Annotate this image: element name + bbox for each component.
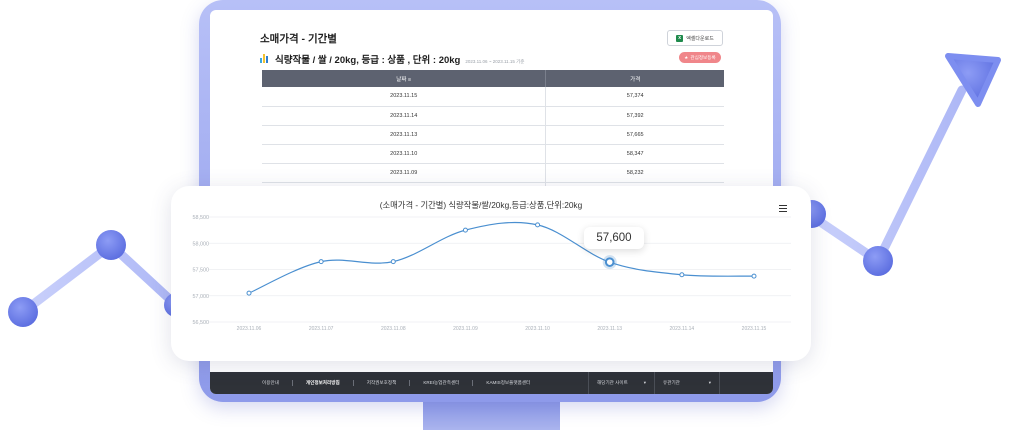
table-row: 2023.11.09 58,232: [262, 163, 724, 183]
data-point: [390, 259, 396, 265]
footer-link-krei[interactable]: KREI농업관측센터: [423, 380, 460, 385]
footer-link-guide[interactable]: 이용안내: [262, 380, 279, 385]
table-row: 2023.11.15 57,374: [262, 87, 724, 107]
chevron-down-icon: ▾: [708, 380, 711, 385]
x-tick-label: 2023.11.10: [525, 326, 550, 332]
x-tick-label: 2023.11.08: [381, 326, 406, 332]
data-point: [462, 227, 468, 233]
footer-divider: [409, 380, 411, 386]
data-point: [535, 222, 541, 228]
org-select[interactable]: 유관기관 ▾: [654, 372, 720, 394]
item-subtitle: 식량작물 / 쌀 / 20kg, 등급 : 상품 , 단위 : 20kg 202…: [260, 52, 524, 66]
footer-divider: [472, 380, 474, 386]
footer-link-kamis[interactable]: KAMIS정보플랫폼센터: [486, 380, 531, 385]
subtitle-text: 식량작물 / 쌀 / 20kg, 등급 : 상품 , 단위 : 20kg: [275, 55, 461, 66]
x-tick-label: 2023.11.13: [597, 326, 622, 332]
site-footer: 이용안내 개인정보처리방침 저작권보호정책 KREI농업관측센터 KAMIS정보…: [210, 372, 773, 394]
chart-tooltip: 57,600: [584, 227, 644, 249]
y-tick-label: 57,000: [193, 294, 210, 300]
star-icon: ★: [684, 54, 689, 60]
excel-download-button[interactable]: x 엑셀다운로드: [667, 30, 723, 46]
chart-card: (소매가격 - 기간별) 식량작물/쌀/20kg,등급:상품,단위:20kg 5…: [171, 186, 811, 361]
cell-date: 2023.11.15: [262, 87, 547, 107]
cell-price: 57,392: [545, 106, 724, 126]
deco-node: [8, 297, 38, 327]
related-sites-select[interactable]: 해당기관 사이트 ▾: [588, 372, 654, 394]
price-table: 날짜 ≡ 가격 2023.11.15 57,374 2023.11.14 57,39…: [262, 70, 724, 202]
cell-price: 57,374: [545, 87, 724, 107]
table-row: 2023.11.14 57,392: [262, 106, 724, 126]
bar-chart-icon: [260, 54, 268, 63]
monitor-stand: [423, 398, 560, 430]
footer-link-copyright[interactable]: 저작권보호정책: [366, 380, 397, 385]
footer-divider: [291, 380, 293, 386]
favorite-button[interactable]: ★ 관심정보등록: [679, 52, 721, 63]
excel-icon: x: [676, 34, 684, 42]
chart-grid: [209, 216, 791, 323]
data-point: [604, 257, 615, 267]
data-point: [751, 273, 757, 279]
cell-price: 58,232: [545, 163, 724, 183]
chart-axis-ticks: 58,500 58,000 57,500 57,000 56,500 2023.11.06…: [193, 215, 767, 332]
y-tick-label: 56,500: [193, 320, 210, 326]
subtitle-range: 2023.11.06 ~ 2023.11.15 기준: [465, 59, 525, 64]
chart-series: [248, 221, 755, 294]
cell-date: 2023.11.09: [262, 163, 547, 183]
x-tick-label: 2023.11.07: [309, 326, 334, 332]
y-tick-label: 58,000: [193, 241, 210, 247]
cell-date: 2023.11.14: [262, 106, 547, 126]
deco-node: [863, 246, 893, 276]
deco-node: [96, 230, 126, 260]
y-tick-label: 58,500: [193, 215, 210, 221]
data-point-halo: [602, 255, 617, 270]
y-tick-label: 57,500: [193, 268, 210, 274]
footer-divider: [352, 380, 354, 386]
cell-price: 57,665: [545, 125, 724, 145]
page-title: 소매가격 - 기간별: [260, 33, 337, 45]
chevron-down-icon: ▾: [643, 380, 646, 385]
footer-link-privacy[interactable]: 개인정보처리방침: [305, 380, 340, 385]
chart-title: (소매가격 - 기간별) 식량작물/쌀/20kg,등급:상품,단위:20kg: [380, 200, 583, 210]
data-point: [318, 259, 324, 265]
org-select-label: 유관기관: [663, 380, 680, 385]
arrow-head-icon: [945, 53, 1001, 107]
excel-download-label: 엑셀다운로드: [686, 35, 714, 42]
price-line-chart: (소매가격 - 기간별) 식량작물/쌀/20kg,등급:상품,단위:20kg 5…: [193, 200, 791, 332]
chart-menu-icon[interactable]: [779, 205, 787, 213]
table-header-row: 날짜 ≡ 가격: [262, 70, 724, 87]
cell-price: 58,347: [545, 144, 724, 164]
cell-date: 2023.11.10: [262, 144, 547, 164]
x-tick-label: 2023.11.09: [453, 326, 478, 332]
data-point: [679, 272, 685, 278]
series-line: [248, 221, 755, 294]
x-tick-label: 2023.11.06: [237, 326, 262, 332]
related-sites-label: 해당기관 사이트: [597, 380, 628, 385]
chart-points: [246, 222, 757, 296]
x-tick-label: 2023.11.14: [670, 326, 695, 332]
cell-date: 2023.11.13: [262, 125, 547, 145]
data-point: [246, 290, 252, 296]
table-row: 2023.11.13 57,665: [262, 125, 724, 145]
column-header-date[interactable]: 날짜 ≡: [262, 70, 547, 87]
table-row: 2023.11.10 58,347: [262, 144, 724, 164]
column-header-price: 가격: [545, 70, 724, 87]
favorite-label: 관심정보등록: [690, 54, 716, 60]
x-tick-label: 2023.11.15: [742, 326, 767, 332]
